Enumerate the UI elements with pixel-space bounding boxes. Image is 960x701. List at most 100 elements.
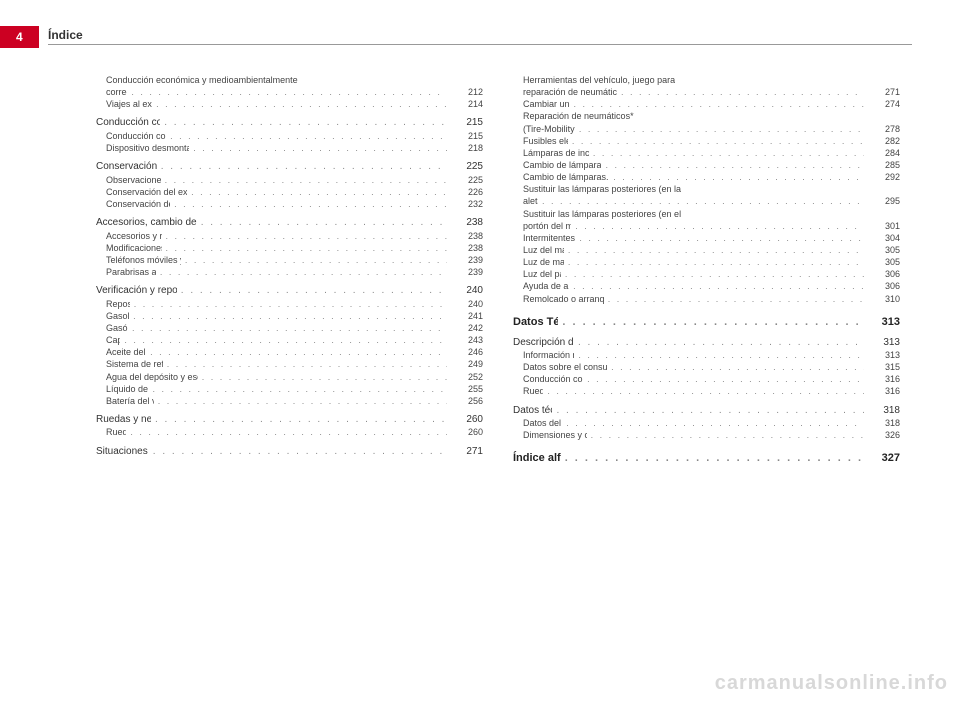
toc-entry: Índice alfabético327 [513, 451, 900, 466]
toc-entry: Información relevante313 [513, 349, 900, 361]
toc-entry-wrap: Sustituir las lámparas posteriores (en l… [513, 183, 900, 195]
toc-leader-dots [130, 426, 447, 438]
toc-page-number: 318 [876, 404, 900, 418]
toc-entry: Parabrisas atérmico* 239 [96, 266, 483, 278]
toc-entry: Ruedas y neumáticos260 [96, 413, 483, 427]
toc-entry: Descripción de los datos 313 [513, 336, 900, 350]
toc-page-number: 306 [876, 268, 900, 280]
toc-leader-dots [155, 413, 447, 427]
toc-label: Cambiar una rueda [523, 98, 569, 110]
toc-page-number: 313 [876, 336, 900, 350]
toc-leader-dots [605, 159, 864, 171]
toc-leader-dots [158, 395, 447, 407]
toc-page-number: 226 [459, 186, 483, 198]
toc-page-number: 240 [459, 284, 483, 298]
toc-entry: Gasóleo242 [96, 322, 483, 334]
toc-entry: Cambio de lámparas. Faro halógeno285 [513, 159, 900, 171]
toc-entry: aleta)295 [513, 195, 900, 207]
toc-entry: Observaciones básicas225 [96, 174, 483, 186]
toc-entry: Conservación del exterior del vehículo22… [96, 186, 483, 198]
toc-label: Ruedas [523, 385, 543, 397]
toc-leader-dots [170, 130, 447, 142]
toc-label: Sustituir las lámparas posteriores (en l… [523, 183, 681, 195]
toc-page-number: 239 [459, 266, 483, 278]
toc-label: Luz del parasol [523, 268, 561, 280]
toc-label: Situaciones diversas [96, 445, 149, 459]
toc-leader-dots [611, 361, 864, 373]
toc-page-number: 326 [876, 429, 900, 441]
toc-page-number: 305 [876, 256, 900, 268]
page-number-tab: 4 [0, 26, 39, 48]
toc-leader-dots [593, 147, 864, 159]
toc-page-number: 260 [459, 413, 483, 427]
toc-entry: reparación de neumáticos y rueda de repu… [513, 86, 900, 98]
toc-entry: Teléfonos móviles y radioteléfonos239 [96, 254, 483, 266]
toc-entry: Accesorios y recambios238 [96, 230, 483, 242]
toc-page-number: 315 [876, 361, 900, 373]
toc-label: Batería del vehículo [106, 395, 154, 407]
toc-label: Información relevante [523, 349, 574, 361]
toc-entry: Accesorios, cambio de piezas y modificac… [96, 216, 483, 230]
toc-label: Conservación y limpieza [96, 160, 157, 174]
toc-entry: Sistema de refrigeración249 [96, 358, 483, 370]
toc-entry: Luz del parasol 306 [513, 268, 900, 280]
toc-label: Verificación y reposición de niveles [96, 284, 177, 298]
toc-page-number: 313 [876, 315, 900, 330]
toc-entry: (Tire-Mobility-System) 278 [513, 123, 900, 135]
toc-leader-dots [547, 385, 864, 397]
toc-entry: Cambiar una rueda274 [513, 98, 900, 110]
toc-label: Observaciones básicas [106, 174, 161, 186]
toc-label: Agua del depósito y escobillas limpiacri… [106, 371, 198, 383]
toc-page-number: 327 [876, 451, 900, 466]
header-rule [48, 44, 912, 45]
toc-leader-dots [542, 195, 864, 207]
toc-leader-dots [134, 298, 447, 310]
toc-entry: Intermitentes laterales304 [513, 232, 900, 244]
toc-leader-dots [578, 349, 864, 361]
toc-page-number: 255 [459, 383, 483, 395]
toc-leader-dots [565, 268, 864, 280]
toc-leader-dots [202, 371, 447, 383]
toc-label: Datos sobre el consumo de combustible [523, 361, 607, 373]
toc-entry: Líquido de frenos255 [96, 383, 483, 395]
toc-label: Datos del motor [523, 417, 562, 429]
toc-label: correcta [106, 86, 127, 98]
toc-leader-dots [133, 310, 447, 322]
toc-leader-dots [613, 171, 864, 183]
toc-entry: Conservación y limpieza225 [96, 160, 483, 174]
toc-page-number: 295 [876, 195, 900, 207]
toc-leader-dots [124, 334, 447, 346]
toc-label: (Tire-Mobility-System) [523, 123, 575, 135]
toc-label: Sistema de refrigeración [106, 358, 163, 370]
toc-entry: Agua del depósito y escobillas limpiacri… [96, 371, 483, 383]
toc-leader-dots [131, 86, 447, 98]
toc-entry: Aceite del motor246 [96, 346, 483, 358]
toc-label: Descripción de los datos [513, 336, 574, 350]
toc-label: Modificaciones técnicas [106, 242, 162, 254]
toc-page-number: 305 [876, 244, 900, 256]
toc-page-number: 214 [459, 98, 483, 110]
toc-page-number: 304 [876, 232, 900, 244]
toc-page-number: 232 [459, 198, 483, 210]
toc-page-number: 316 [876, 373, 900, 385]
toc-leader-dots [165, 174, 447, 186]
toc-page-number: 238 [459, 230, 483, 242]
toc-label: Capó [106, 334, 120, 346]
toc-page-number: 238 [459, 216, 483, 230]
toc-page-number: 284 [876, 147, 900, 159]
toc-entry: Conducción con remolque215 [96, 130, 483, 142]
toc-label: portón del maletero) [523, 220, 571, 232]
toc-entry: Datos sobre el consumo de combustible 315 [513, 361, 900, 373]
toc-label: Lámparas de incandescencia [523, 147, 589, 159]
toc-label: Parabrisas atérmico* [106, 266, 156, 278]
toc-page-number: 239 [459, 254, 483, 266]
toc-page-number: 215 [459, 130, 483, 142]
toc-page-number: 243 [459, 334, 483, 346]
toc-page-number: 238 [459, 242, 483, 254]
toc-entry: Dispositivo desmontable para remolque218 [96, 142, 483, 154]
toc-entry: Conservación del habitáculo232 [96, 198, 483, 210]
toc-page-number: 240 [459, 298, 483, 310]
toc-leader-dots [166, 242, 447, 254]
toc-entry: Datos del motor318 [513, 417, 900, 429]
toc-page-number: 278 [876, 123, 900, 135]
